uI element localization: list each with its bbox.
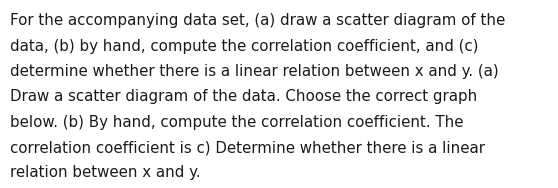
Text: relation between x and y.: relation between x and y.: [10, 165, 201, 180]
Text: below. (b) By​ hand, compute the correlation coefficient. The: below. (b) By​ hand, compute the correla…: [10, 115, 464, 130]
Text: determine whether there is a linear relation between x and y. (a): determine whether there is a linear rela…: [10, 64, 499, 79]
Text: For the accompanying data​ set, (a) draw a scatter diagram of the: For the accompanying data​ set, (a) draw…: [10, 13, 506, 28]
Text: correlation coefficient is c) Determine whether there is a linear: correlation coefficient is c) Determine …: [10, 140, 485, 155]
Text: data, (b) by​ hand, compute the correlation​ coefficient, and​ (c): data, (b) by​ hand, compute the correlat…: [10, 39, 479, 54]
Text: Draw a scatter diagram of the data. Choose the correct graph: Draw a scatter diagram of the data. Choo…: [10, 89, 477, 104]
